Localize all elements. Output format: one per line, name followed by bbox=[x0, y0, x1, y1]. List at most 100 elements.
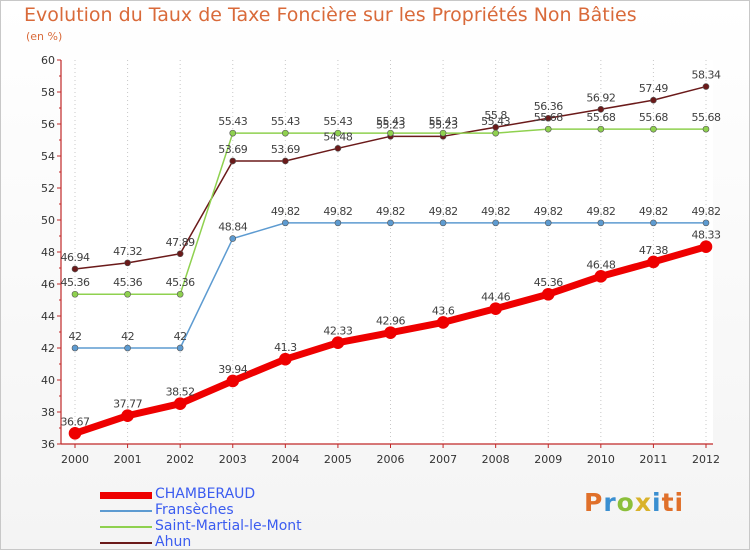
data-label-frans-ches: 42 bbox=[121, 330, 134, 343]
x-tick-label: 2010 bbox=[587, 453, 615, 466]
y-tick-label: 40 bbox=[41, 374, 55, 387]
logo-letter: r bbox=[603, 488, 617, 517]
data-label-frans-ches: 49.82 bbox=[692, 205, 721, 218]
x-tick-label: 2002 bbox=[166, 453, 194, 466]
y-tick-label: 44 bbox=[41, 310, 55, 323]
data-point-chamberaud bbox=[331, 336, 345, 350]
data-point-saint-martial-le-mont bbox=[334, 129, 342, 137]
legend-item-saint-martial-le-mont: Saint-Martial-le-Mont bbox=[100, 518, 340, 534]
data-label-chamberaud: 44.46 bbox=[481, 291, 510, 304]
logo-letter: x bbox=[634, 488, 652, 517]
data-label-chamberaud: 46.48 bbox=[586, 258, 615, 271]
data-label-frans-ches: 48.84 bbox=[218, 221, 247, 234]
data-label-ahun: 47.89 bbox=[166, 236, 195, 249]
data-label-saint-martial-le-mont: 55.43 bbox=[218, 115, 247, 128]
data-point-saint-martial-le-mont bbox=[387, 129, 394, 137]
x-tick-label: 2007 bbox=[429, 453, 457, 466]
data-label-frans-ches: 49.82 bbox=[534, 205, 563, 218]
y-tick-label: 38 bbox=[41, 406, 55, 419]
data-point-frans-ches bbox=[334, 219, 342, 227]
data-label-chamberaud: 37.77 bbox=[113, 398, 142, 411]
data-label-ahun: 56.92 bbox=[586, 91, 615, 104]
data-label-frans-ches: 49.82 bbox=[271, 205, 300, 218]
legend-item-frans-ches: Fransèches bbox=[100, 502, 340, 518]
data-point-saint-martial-le-mont bbox=[229, 129, 237, 137]
data-point-frans-ches bbox=[229, 235, 237, 242]
legend-label: Ahun bbox=[155, 534, 192, 550]
legend-swatch bbox=[100, 542, 152, 544]
data-point-ahun bbox=[282, 157, 289, 165]
data-label-ahun: 53.69 bbox=[271, 143, 300, 156]
data-point-frans-ches bbox=[597, 219, 605, 227]
chart-title: Evolution du Taux de Taxe Foncière sur l… bbox=[24, 4, 637, 26]
data-point-saint-martial-le-mont bbox=[702, 125, 710, 133]
proxiti-logo: Proxiti bbox=[584, 488, 684, 517]
data-label-chamberaud: 47.38 bbox=[639, 244, 668, 257]
legend-label: CHAMBERAUD bbox=[155, 486, 256, 502]
data-label-ahun: 53.69 bbox=[218, 143, 247, 156]
data-label-saint-martial-le-mont: 55.43 bbox=[271, 115, 300, 128]
legend-item-chamberaud: CHAMBERAUD bbox=[100, 486, 340, 502]
y-tick-label: 48 bbox=[41, 246, 55, 259]
legend: CHAMBERAUD Fransèches Saint-Martial-le-Mon… bbox=[100, 486, 340, 550]
data-point-saint-martial-le-mont bbox=[124, 290, 131, 298]
data-label-saint-martial-le-mont: 55.43 bbox=[429, 115, 458, 128]
x-tick-label: 2009 bbox=[534, 453, 562, 466]
data-point-chamberaud bbox=[121, 409, 134, 422]
data-point-frans-ches bbox=[439, 219, 447, 227]
data-label-saint-martial-le-mont: 55.43 bbox=[376, 115, 405, 128]
y-tick-label: 52 bbox=[41, 182, 55, 195]
logo-letter: ti bbox=[661, 488, 685, 517]
data-label-saint-martial-le-mont: 45.36 bbox=[113, 276, 142, 289]
data-label-saint-martial-le-mont: 45.36 bbox=[61, 276, 90, 289]
x-tick-label: 2011 bbox=[639, 453, 667, 466]
data-label-saint-martial-le-mont: 55.43 bbox=[323, 115, 352, 128]
unit-label: (en %) bbox=[26, 30, 63, 43]
data-label-ahun: 55.8 bbox=[484, 109, 507, 122]
data-label-chamberaud: 43.6 bbox=[432, 304, 455, 317]
data-point-saint-martial-le-mont bbox=[492, 129, 499, 137]
y-tick-label: 60 bbox=[41, 54, 55, 67]
y-tick-label: 42 bbox=[41, 342, 55, 355]
data-label-chamberaud: 42.96 bbox=[376, 315, 405, 328]
y-tick-label: 58 bbox=[41, 86, 55, 99]
x-tick-label: 2008 bbox=[482, 453, 510, 466]
legend-item-ahun: Ahun bbox=[100, 534, 340, 550]
data-point-chamberaud bbox=[226, 374, 240, 388]
y-tick-label: 50 bbox=[41, 214, 55, 227]
data-point-frans-ches bbox=[702, 219, 710, 227]
data-label-frans-ches: 49.82 bbox=[376, 205, 405, 218]
x-tick-label: 2005 bbox=[324, 453, 352, 466]
data-label-chamberaud: 45.36 bbox=[534, 276, 563, 289]
data-point-ahun bbox=[124, 259, 131, 267]
data-point-chamberaud bbox=[647, 255, 660, 269]
y-tick-label: 54 bbox=[41, 150, 55, 163]
data-label-saint-martial-le-mont: 55.68 bbox=[586, 111, 615, 124]
data-point-chamberaud bbox=[541, 287, 555, 301]
data-point-ahun bbox=[650, 96, 657, 104]
x-tick-label: 2004 bbox=[271, 453, 299, 466]
data-point-ahun bbox=[334, 145, 342, 152]
data-point-frans-ches bbox=[282, 219, 289, 227]
data-point-ahun bbox=[71, 265, 79, 273]
data-label-chamberaud: 41.3 bbox=[274, 341, 297, 354]
data-point-chamberaud bbox=[173, 397, 187, 410]
data-point-chamberaud bbox=[594, 270, 608, 283]
data-point-frans-ches bbox=[650, 219, 657, 227]
data-point-ahun bbox=[702, 83, 710, 90]
data-label-ahun: 54.48 bbox=[323, 130, 352, 143]
data-label-saint-martial-le-mont: 55.43 bbox=[481, 115, 510, 128]
data-point-frans-ches bbox=[71, 344, 79, 352]
data-label-saint-martial-le-mont: 45.36 bbox=[166, 276, 195, 289]
data-point-chamberaud bbox=[384, 326, 397, 339]
data-label-ahun: 56.36 bbox=[534, 100, 563, 113]
data-label-ahun: 55.23 bbox=[429, 118, 458, 131]
data-label-ahun: 55.23 bbox=[376, 118, 405, 131]
data-point-chamberaud bbox=[489, 302, 502, 315]
data-point-frans-ches bbox=[544, 219, 552, 227]
data-label-frans-ches: 49.82 bbox=[429, 205, 458, 218]
logo-letter: i bbox=[652, 488, 662, 517]
data-point-saint-martial-le-mont bbox=[439, 129, 447, 137]
x-tick-label: 2012 bbox=[692, 453, 720, 466]
